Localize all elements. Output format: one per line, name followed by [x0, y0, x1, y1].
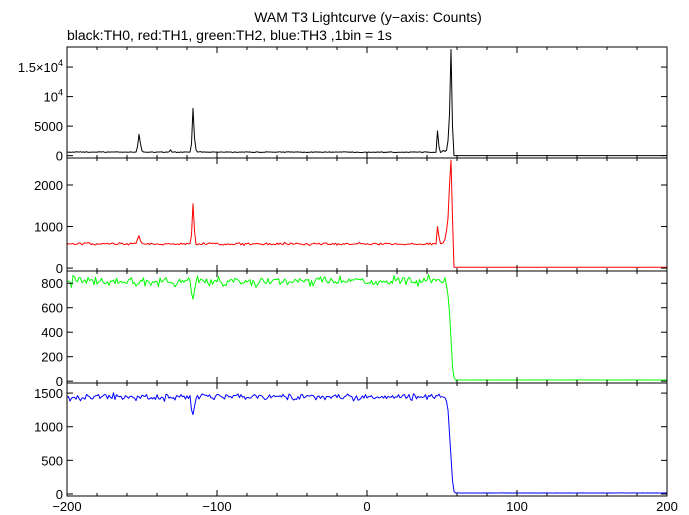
panel-th2: 0 200 400 600 800	[41, 270, 668, 389]
panel-frame	[66, 46, 668, 159]
y-tick-label: 0	[56, 374, 63, 389]
series-line-th0	[66, 48, 667, 157]
x-axis: −200 −100 0 100 200	[52, 499, 678, 514]
y-tick-label: 1000	[34, 220, 63, 235]
panel-th0: 0 5000 104 1.5×104	[18, 46, 668, 164]
y-tick-label: 2000	[34, 178, 63, 193]
panels-layer: 050001041.5×1040100020000200400600800050…	[18, 46, 668, 502]
y-tick-label: 400	[41, 325, 63, 340]
panel-th1: 0 1000 2000	[34, 157, 668, 276]
y-tick-label: 0	[56, 149, 63, 164]
series-line-th1	[66, 159, 668, 268]
panel-th3: 0 500 1000 1500	[34, 382, 668, 502]
x-tick-label: −200	[52, 499, 81, 514]
x-tick-label: −100	[202, 499, 231, 514]
y-tick-label: 1.5×104	[18, 58, 63, 75]
y-tick-label: 0	[56, 487, 63, 502]
chart-subtitle: black:TH0, red:TH1, green:TH2, blue:TH3 …	[67, 27, 392, 43]
chart-title: WAM T3 Lightcurve (y−axis: Counts)	[254, 9, 482, 25]
y-tick-label: 800	[41, 276, 63, 291]
panel-frame	[66, 382, 668, 497]
y-tick-label: 600	[41, 301, 63, 316]
y-tick-label: 1500	[34, 386, 63, 401]
y-tick-label: 1000	[34, 420, 63, 435]
series-line-th2	[66, 274, 668, 381]
panel-frame	[66, 270, 668, 384]
y-tick-label: 0	[56, 261, 63, 276]
x-tick-label: 100	[506, 499, 528, 514]
panel-frame	[66, 157, 668, 272]
y-tick-label: 200	[41, 350, 63, 365]
y-tick-label: 104	[44, 88, 63, 105]
series-line-th3	[66, 392, 668, 494]
y-tick-label: 500	[41, 453, 63, 468]
y-tick-label: 5000	[34, 119, 63, 134]
x-tick-label: 200	[656, 499, 678, 514]
x-tick-label: 0	[363, 499, 370, 514]
